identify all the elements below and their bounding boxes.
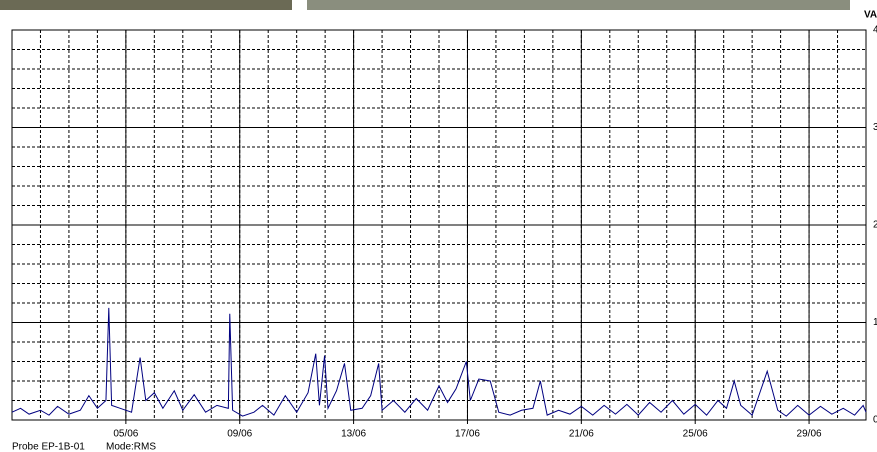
y-tick-label: 3 <box>873 122 877 133</box>
x-tick-label: 13/06 <box>341 429 366 440</box>
x-tick-label: 21/06 <box>569 429 594 440</box>
x-tick-label: 09/06 <box>227 429 252 440</box>
y-tick-label: 0 <box>873 415 877 426</box>
map-image <box>307 0 850 10</box>
footer-text: Probe EP-1B-01 <box>12 442 85 452</box>
x-tick-label: 25/06 <box>683 429 708 440</box>
y-axis-label: VA <box>864 10 877 21</box>
x-tick-label: 17/06 <box>455 429 480 440</box>
y-tick-label: 1 <box>873 317 877 328</box>
map-image <box>0 0 292 10</box>
y-tick-label: 2 <box>873 220 877 231</box>
data-line <box>11 307 867 417</box>
y-tick-label: 4 <box>873 25 877 36</box>
footer-text: Mode:RMS <box>106 442 156 452</box>
plot-border <box>11 29 867 421</box>
x-tick-label: 29/06 <box>797 429 822 440</box>
x-tick-label: 05/06 <box>113 429 138 440</box>
